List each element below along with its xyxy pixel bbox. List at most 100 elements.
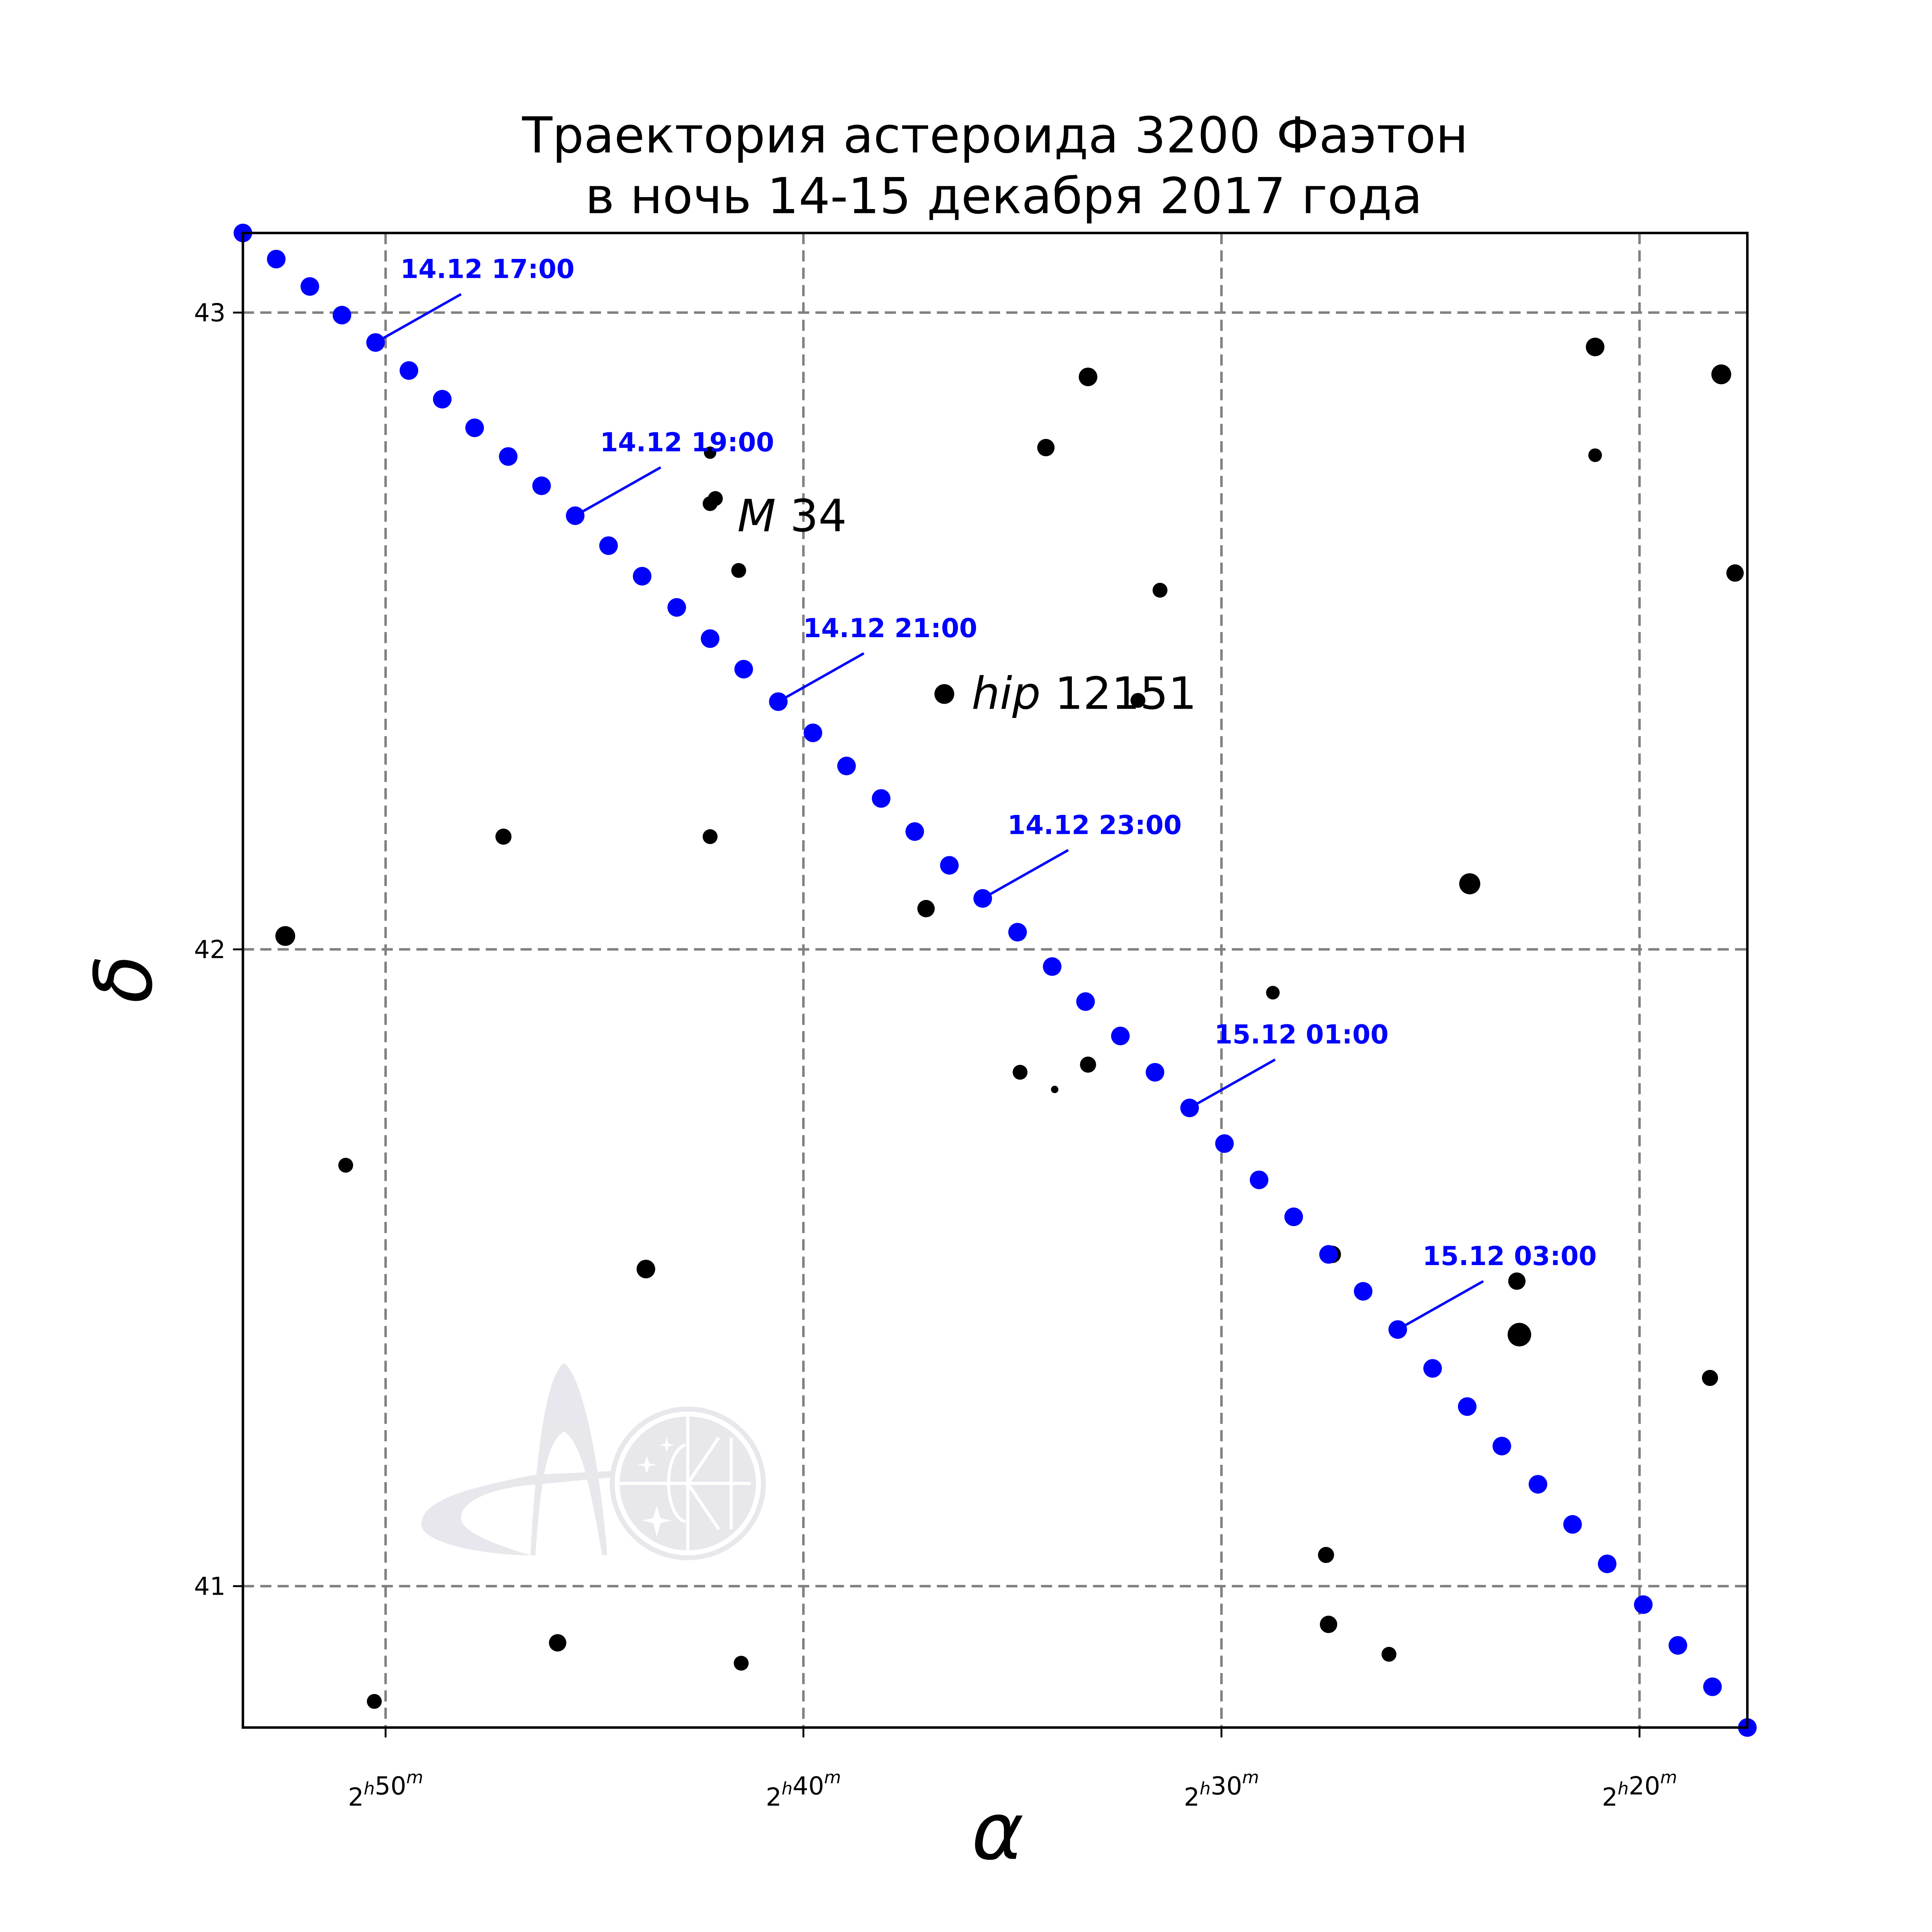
asteroid-point — [1598, 1554, 1617, 1573]
asteroid-point — [1458, 1397, 1477, 1416]
asteroid-point — [803, 723, 822, 742]
chart-title-line-1: Траектория астероида 3200 Фаэтон — [522, 107, 1468, 164]
asteroid-point — [1215, 1134, 1234, 1153]
asteroid-point — [872, 789, 891, 808]
asteroid-point — [1319, 1245, 1338, 1264]
x-tick-digit: 50 — [375, 1772, 406, 1801]
star-point — [1037, 439, 1055, 456]
asteroid-point — [1492, 1437, 1511, 1456]
x-tick-superscript: m — [406, 1767, 423, 1787]
y-axis-label: δ — [78, 955, 170, 1003]
star-point — [702, 496, 718, 511]
object-label: M 34 — [737, 490, 847, 542]
asteroid-point — [633, 567, 651, 586]
object-label-italic: M — [737, 490, 776, 542]
star-point — [636, 1260, 655, 1279]
x-tick-digit: 20 — [1629, 1772, 1660, 1801]
asteroid-point — [1354, 1282, 1372, 1301]
x-tick-superscript: h — [364, 1778, 374, 1799]
star-point — [1012, 1065, 1028, 1080]
star-point — [934, 684, 954, 704]
star-point — [1130, 693, 1146, 708]
asteroid-point — [905, 822, 924, 841]
x-tick-superscript: m — [1242, 1767, 1259, 1787]
chart-title-line-2: в ночь 14-15 декабря 2017 года — [585, 168, 1422, 225]
asteroid-point — [332, 306, 352, 325]
x-tick-superscript: h — [1200, 1778, 1211, 1799]
x-tick-digit: 30 — [1211, 1772, 1242, 1801]
y-tick-label: 41 — [194, 1572, 226, 1601]
x-axis-label: α — [971, 1786, 1024, 1878]
star-point — [367, 1694, 382, 1709]
time-label: 14.12 23:00 — [1007, 810, 1182, 840]
star-point — [338, 1158, 353, 1173]
star-point — [1320, 1616, 1337, 1633]
annotation-leader-line — [574, 466, 662, 517]
time-label: 14.12 17:00 — [400, 254, 575, 284]
object-label-number: 12151 — [1041, 668, 1197, 720]
asteroid-point — [1563, 1515, 1582, 1534]
asteroid-point — [433, 390, 452, 409]
annotation-leader-line — [375, 293, 462, 344]
x-tick-superscript: m — [824, 1767, 841, 1787]
y-tick-label: 43 — [194, 298, 226, 327]
x-tick-superscript: h — [782, 1778, 793, 1799]
asteroid-point — [1668, 1636, 1687, 1655]
star-point — [917, 900, 935, 917]
star-point — [495, 828, 512, 845]
time-label: 14.12 21:00 — [803, 613, 977, 643]
star-point — [1459, 873, 1480, 895]
asteroid-point — [1076, 992, 1095, 1011]
annotation-leader-line — [1397, 1280, 1484, 1331]
asteroid-point — [599, 536, 618, 555]
star-point — [1381, 1647, 1396, 1662]
star-point — [1711, 364, 1731, 384]
x-tick-digit: 40 — [793, 1772, 824, 1801]
asteroid-point — [532, 476, 551, 495]
star-point — [733, 1656, 749, 1671]
annotation-leader-line — [1189, 1058, 1276, 1109]
star-point — [702, 829, 718, 844]
star-point — [275, 926, 295, 946]
star-point — [704, 446, 716, 459]
star-point — [1507, 1323, 1531, 1347]
asteroid-point — [1008, 923, 1027, 942]
time-label: 15.12 03:00 — [1423, 1241, 1597, 1271]
asteroid-point — [1111, 1027, 1130, 1046]
star-point — [1318, 1547, 1334, 1563]
star-point — [1702, 1370, 1718, 1386]
x-tick-digit: 2 — [1184, 1783, 1200, 1812]
star-point — [1508, 1272, 1526, 1290]
asteroid-point — [734, 660, 753, 679]
star-point — [1726, 564, 1744, 582]
annotation-leader-line — [777, 652, 865, 703]
star-point — [1152, 583, 1168, 598]
observatory-logo-watermark — [421, 1363, 766, 1560]
x-tick-label: 2h40m — [766, 1767, 841, 1812]
star-point — [1051, 1085, 1059, 1094]
object-label: hip 12151 — [971, 668, 1196, 720]
asteroid-point — [1529, 1475, 1548, 1494]
stars-layer — [275, 337, 1744, 1709]
x-tick-label: 2h50m — [348, 1767, 423, 1812]
star-point — [1080, 1056, 1096, 1073]
grid-lines — [243, 233, 1748, 1728]
asteroid-point — [701, 629, 719, 648]
annotation-leader-line — [982, 849, 1069, 900]
star-point — [1078, 367, 1097, 386]
asteroid-point — [1250, 1170, 1269, 1189]
star-point — [549, 1634, 566, 1652]
asteroid-point — [499, 447, 518, 466]
asteroid-point — [1284, 1208, 1303, 1226]
star-point — [1588, 448, 1602, 462]
plot-frame — [242, 231, 1749, 1729]
asteroid-point — [1043, 957, 1062, 976]
x-tick-label: 2h30m — [1184, 1767, 1259, 1812]
x-tick-digit: 2 — [766, 1783, 782, 1812]
time-annotations: 14.12 17:00 14.12 19:00 14.12 21:00 14.12 2… — [375, 254, 1597, 1331]
asteroid-point — [400, 361, 418, 380]
y-tick-label: 42 — [194, 935, 226, 964]
